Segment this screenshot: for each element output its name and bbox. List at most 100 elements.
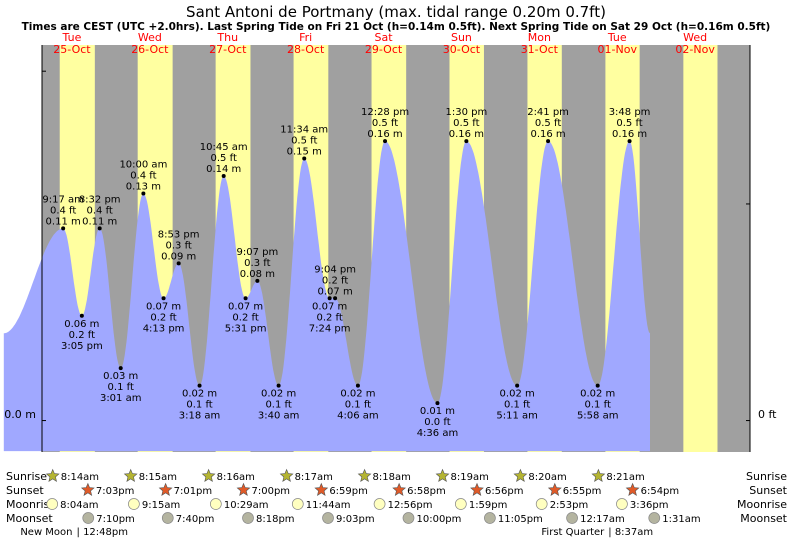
tide-ft-1: 0.4 ft [50, 205, 76, 216]
moonrise-moon-icon-3 [128, 498, 140, 510]
tide-ft-16: 0.1 ft [345, 400, 371, 411]
tide-m-23: 0.16 m [612, 129, 647, 140]
tide-time-4: 3:01 am [100, 393, 142, 404]
tide-point-5 [141, 191, 146, 196]
sunset-star-icon-12 [470, 482, 484, 496]
tide-time-22: 5:58 am [577, 411, 619, 422]
tide-m-3: 0.11 m [82, 216, 117, 227]
row-label-sunrise-right: Sunrise [746, 470, 787, 483]
tide-point-1 [61, 226, 66, 231]
tide-ft-6: 0.2 ft [150, 312, 176, 323]
moonset-time-2: 7:10pm [96, 514, 135, 525]
tide-ft-23: 0.5 ft [616, 118, 642, 129]
tide-ft-22: 0.1 ft [585, 400, 611, 411]
tide-m-16: 0.02 m [340, 389, 375, 400]
moonrise-time-7: 11:44am [306, 500, 351, 511]
tide-ft-5: 0.4 ft [130, 170, 156, 181]
moonset-time-14: 12:17am [580, 514, 625, 525]
row-label-moonrise-left: Moonrise [6, 498, 56, 511]
tide-m-18: 0.01 m [420, 406, 455, 417]
tide-time-3: 8:32 pm [79, 194, 121, 205]
tide-ft-21: 0.5 ft [535, 118, 561, 129]
tide-m-5: 0.13 m [126, 181, 161, 192]
tide-point-17 [383, 139, 388, 144]
sunrise-time-1: 8:14am [61, 472, 99, 483]
day-weekday-5: Sat [375, 31, 394, 44]
tide-point-3 [97, 226, 102, 231]
sunset-star-icon-6 [236, 482, 251, 496]
day-date-8: 01-Nov [598, 43, 638, 56]
tide-point-16 [355, 383, 360, 388]
chart-title: Sant Antoni de Portmany (max. tidal rang… [186, 3, 606, 21]
tide-ft-2: 0.2 ft [69, 330, 95, 341]
moonrise-moon-icon-13 [535, 498, 548, 510]
moonrise-time-1: 8:04am [60, 500, 98, 511]
sunrise-time-11: 8:19am [451, 472, 489, 483]
sunset-star-icon-2 [80, 482, 95, 496]
tide-m-2: 0.06 m [64, 319, 99, 330]
moonset-time-4: 7:40pm [176, 514, 215, 525]
tide-time-17: 12:28 pm [361, 107, 409, 118]
row-labels: Sunrise Sunset Moonrise Moonset Sunrise … [6, 470, 788, 525]
tide-ft-4: 0.1 ft [108, 382, 134, 393]
tide-m-15: 0.07 m [318, 286, 353, 297]
moon-phase-time-1: | 12:48pm [77, 527, 128, 538]
tide-time-20: 5:11 am [496, 411, 538, 422]
tide-point-10 [243, 296, 248, 301]
tide-point-11 [255, 278, 260, 283]
day-date-4: 28-Oct [287, 43, 325, 56]
moonrise-moon-icon-9 [373, 498, 386, 510]
moonset-moon-icon-10 [402, 512, 415, 524]
tide-time-13: 11:34 am [280, 125, 328, 136]
row-label-sunrise-left: Sunrise [6, 470, 47, 483]
day-weekday-2: Wed [138, 31, 162, 44]
tide-time-18: 4:36 am [417, 428, 459, 439]
moonrise-moon-icon-15 [616, 498, 628, 510]
tide-point-20 [515, 383, 520, 388]
moonrise-moon-icon-11 [454, 498, 467, 510]
sunset-time-16: 6:54pm [641, 486, 680, 497]
tide-m-13: 0.15 m [287, 147, 322, 158]
tide-point-2 [79, 313, 84, 318]
tide-ft-8: 0.1 ft [186, 400, 212, 411]
tide-time-7: 8:53 pm [158, 229, 200, 240]
moonset-moon-icon-4 [161, 512, 174, 524]
sunrise-time-5: 8:16am [217, 472, 255, 483]
tide-point-21 [546, 139, 551, 144]
tide-point-8 [197, 383, 202, 388]
moonset-time-10: 10:00pm [416, 514, 461, 525]
moonrise-time-3: 9:15am [142, 500, 180, 511]
tide-m-8: 0.02 m [182, 389, 217, 400]
tide-m-12: 0.02 m [261, 389, 296, 400]
tide-point-7 [176, 261, 181, 266]
row-label-sunset-left: Sunset [6, 484, 44, 497]
moonset-moon-icon-2 [82, 512, 95, 524]
tide-ft-20: 0.1 ft [504, 400, 530, 411]
sunset-star-icon-10 [392, 482, 407, 496]
moonset-moon-icon-14 [566, 512, 578, 524]
sunset-time-2: 7:03pm [96, 486, 135, 497]
sunrise-star-icon-15 [591, 468, 606, 482]
sunset-time-4: 7:01pm [174, 486, 213, 497]
tide-ft-14: 0.2 ft [316, 312, 342, 323]
day-date-1: 25-Oct [53, 43, 91, 56]
sunrise-time-9: 8:18am [373, 472, 411, 483]
sunrise-star-icon-5 [201, 468, 216, 482]
row-label-sunset-right: Sunset [749, 484, 787, 497]
moonset-moon-icon-8 [322, 512, 334, 524]
moonset-time-6: 8:18pm [256, 514, 295, 525]
tide-ft-3: 0.4 ft [87, 205, 113, 216]
tide-time-8: 3:18 am [179, 411, 221, 422]
tide-m-11: 0.08 m [240, 269, 275, 280]
day-weekday-8: Tue [607, 31, 627, 44]
moonrise-moon-icon-1 [46, 498, 59, 510]
tide-point-14 [327, 296, 332, 301]
tide-time-9: 10:45 am [200, 142, 248, 153]
tide-m-7: 0.09 m [161, 251, 196, 262]
tide-m-19: 0.16 m [449, 129, 484, 140]
tide-m-22: 0.02 m [580, 389, 615, 400]
chart-subtitle: Times are CEST (UTC +2.0hrs). Last Sprin… [22, 21, 771, 33]
moonrise-time-13: 2:53pm [550, 500, 589, 511]
tide-point-9 [221, 174, 226, 179]
tide-ft-10: 0.2 ft [232, 312, 258, 323]
